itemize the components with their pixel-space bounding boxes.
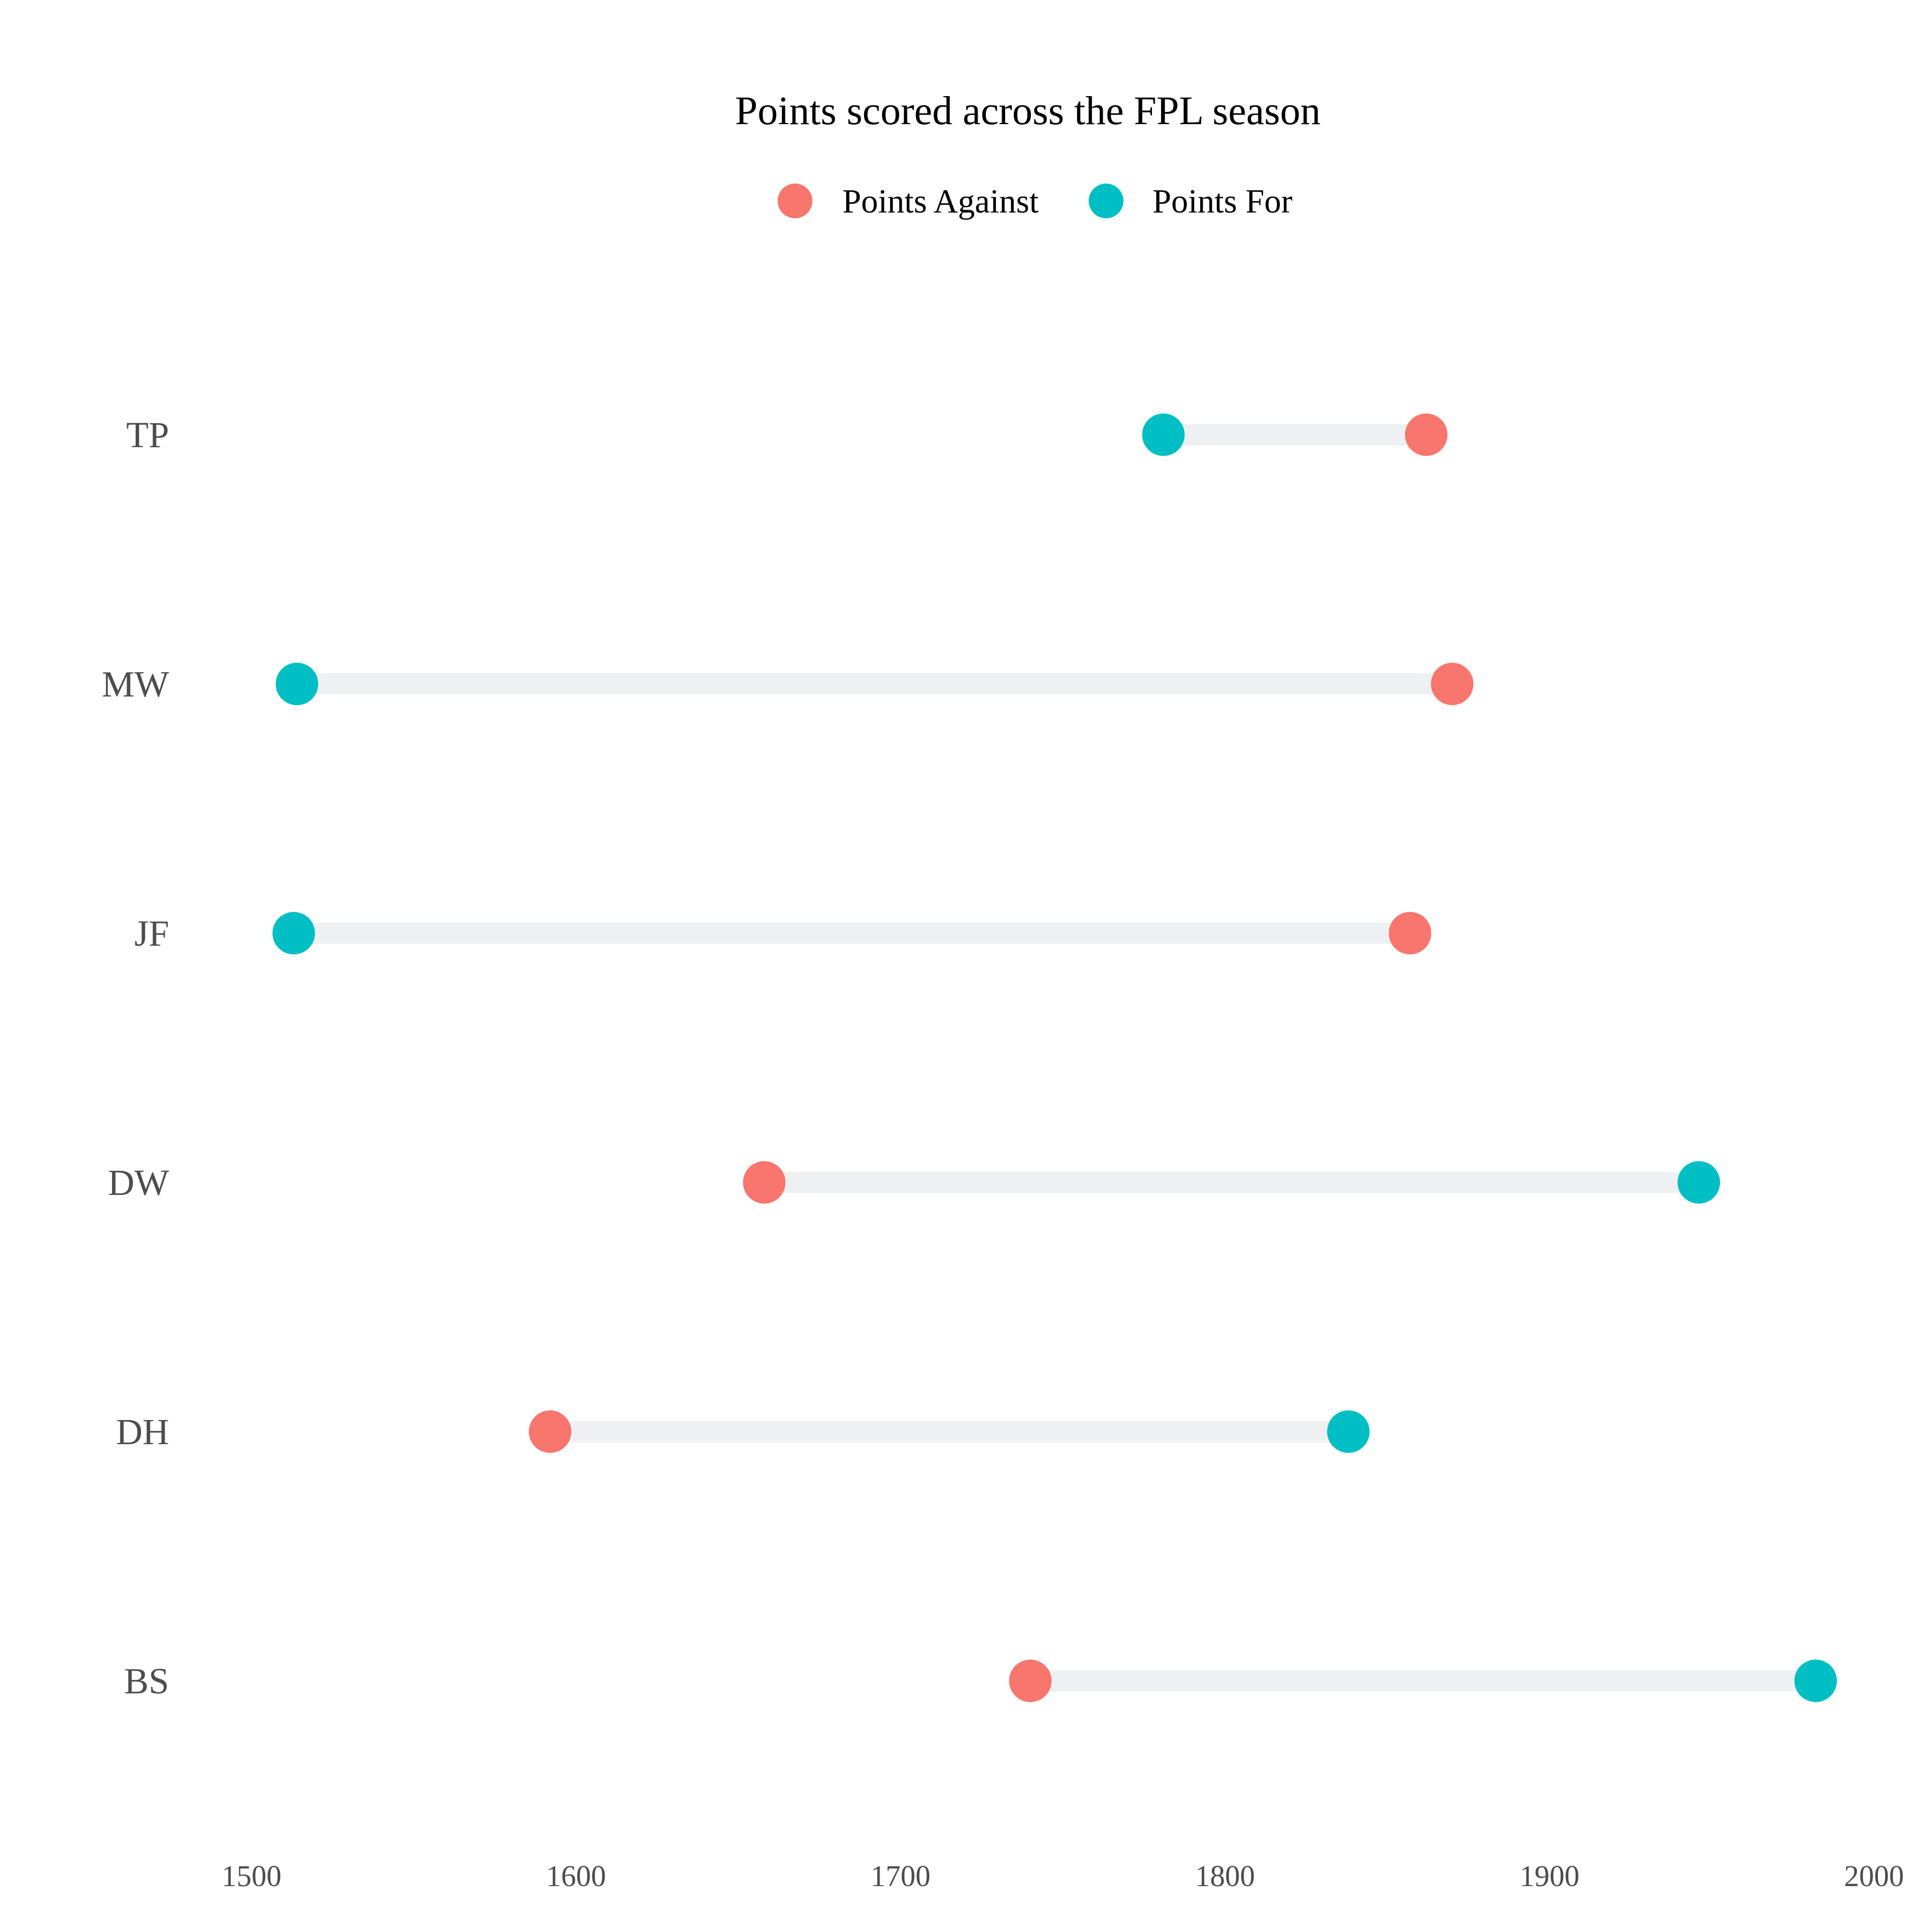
point-points-for-jf (272, 912, 315, 954)
plot-area: TP MW JF DW DH BS 1500 1600 1700 1800 1900 2000 (102, 413, 1904, 1893)
x-tick-label-2000: 2000 (1844, 1860, 1904, 1893)
x-axis-tick-labels: 1500 1600 1700 1800 1900 2000 (222, 1860, 1904, 1893)
y-tick-label-tp: TP (126, 415, 169, 455)
y-tick-label-mw: MW (102, 664, 170, 705)
legend-label-points-against: Points Against (842, 183, 1039, 220)
legend-label-points-for: Points For (1152, 183, 1293, 220)
point-points-against-tp (1405, 413, 1448, 456)
y-tick-label-dh: DH (116, 1412, 169, 1452)
y-tick-label-jf: JF (134, 913, 169, 954)
x-tick-label-1800: 1800 (1195, 1860, 1255, 1893)
point-points-for-dh (1327, 1410, 1370, 1453)
legend-item-points-for: Points For (1089, 183, 1293, 220)
data-points (272, 413, 1837, 1702)
point-points-against-dw (743, 1161, 786, 1204)
legend-marker-points-against (778, 184, 812, 218)
y-tick-label-dw: DW (108, 1163, 169, 1203)
point-points-for-mw (275, 663, 318, 705)
legend-item-points-against: Points Against (778, 183, 1039, 220)
point-points-against-jf (1389, 912, 1432, 954)
point-points-for-bs (1794, 1660, 1837, 1702)
y-axis-labels: TP MW JF DW DH BS (102, 415, 170, 1702)
legend-marker-points-for (1089, 184, 1123, 218)
legend: Points Against Points For (778, 183, 1293, 220)
point-points-against-bs (1009, 1660, 1052, 1702)
x-tick-label-1700: 1700 (870, 1860, 930, 1893)
point-points-against-dh (528, 1410, 571, 1453)
x-tick-label-1600: 1600 (546, 1860, 606, 1893)
chart-title: Points scored across the FPL season (735, 88, 1321, 133)
x-tick-label-1500: 1500 (222, 1860, 282, 1893)
x-tick-label-1900: 1900 (1520, 1860, 1579, 1893)
point-points-for-dw (1677, 1161, 1720, 1204)
point-points-against-mw (1431, 663, 1474, 705)
dumbbell-segments (294, 424, 1816, 1691)
point-points-for-tp (1142, 413, 1185, 456)
y-tick-label-bs: BS (124, 1661, 169, 1702)
